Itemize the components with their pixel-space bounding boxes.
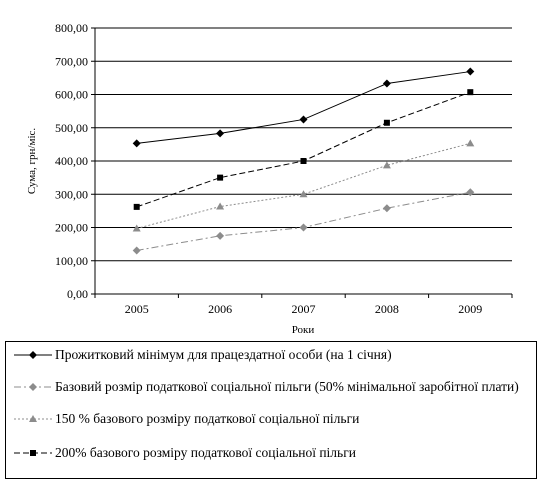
y-tick-label: 0,00	[67, 287, 88, 301]
data-point	[217, 174, 224, 181]
y-tick-label: 200,00	[55, 221, 88, 235]
data-point	[382, 161, 391, 169]
data-point	[466, 67, 475, 76]
series-3	[133, 89, 474, 210]
legend-label-3: 200% базового розміру податкової соціаль…	[55, 445, 356, 460]
data-point	[133, 203, 140, 210]
legend-key-marker	[29, 383, 37, 391]
series-0	[132, 67, 475, 148]
data-point	[216, 231, 225, 240]
legend-label-0: Прожитковий мінімум для працездатної осо…	[55, 347, 392, 362]
legend-key-marker	[29, 415, 37, 422]
data-point	[382, 204, 391, 213]
x-axis-ticks: 2005 2006 2007 2008 2009	[94, 294, 513, 316]
series-line-2	[136, 142, 471, 229]
legend-key-3	[14, 450, 52, 456]
legend-label-1: Базовий розмір податкової соціальної піл…	[55, 379, 519, 394]
y-tick-label: 100,00	[55, 254, 88, 268]
series-1	[132, 188, 475, 255]
legend-key-0	[14, 351, 52, 359]
legend-key-marker	[29, 351, 37, 359]
data-point	[299, 115, 308, 124]
series-group	[132, 67, 475, 255]
legend-key-marker	[30, 450, 36, 456]
x-tick-label: 2005	[125, 302, 149, 316]
x-axis-title: Роки	[292, 324, 315, 336]
data-point	[299, 190, 308, 198]
y-tick-label: 300,00	[55, 187, 88, 201]
data-point	[132, 224, 141, 232]
data-point	[132, 246, 141, 255]
x-tick-label: 2008	[375, 302, 399, 316]
data-point	[299, 223, 308, 232]
data-point	[383, 119, 390, 126]
series-line-3	[136, 91, 471, 208]
y-tick-label: 600,00	[55, 88, 88, 102]
data-point	[132, 139, 141, 148]
y-tick-label: 700,00	[55, 54, 88, 68]
y-tick-label: 400,00	[55, 154, 88, 168]
x-tick-label: 2009	[458, 302, 482, 316]
data-point	[466, 139, 475, 147]
y-tick-label: 500,00	[55, 121, 88, 135]
x-tick-label: 2006	[208, 302, 232, 316]
legend-key-2	[14, 415, 52, 422]
data-point	[216, 202, 225, 210]
x-tick-label: 2007	[292, 302, 316, 316]
series-line-0	[136, 71, 471, 144]
data-point	[467, 89, 474, 96]
data-point	[466, 188, 475, 197]
legend-label-2: 150 % базового розміру податкової соціал…	[55, 411, 360, 426]
series-line-1	[136, 191, 471, 251]
y-tick-label: 800,00	[55, 21, 88, 35]
data-point	[382, 79, 391, 88]
y-axis-ticks: 0,00 100,00 200,00 300,00 400,00 500,00 600,00…	[55, 21, 95, 301]
series-2	[132, 139, 475, 232]
y-axis-title: Сума, грн/міс.	[26, 128, 38, 195]
legend-key-1	[14, 383, 52, 391]
legend: Прожитковий мінімум для працездатної осо…	[5, 341, 537, 479]
data-point	[300, 158, 307, 164]
data-point	[216, 129, 225, 138]
